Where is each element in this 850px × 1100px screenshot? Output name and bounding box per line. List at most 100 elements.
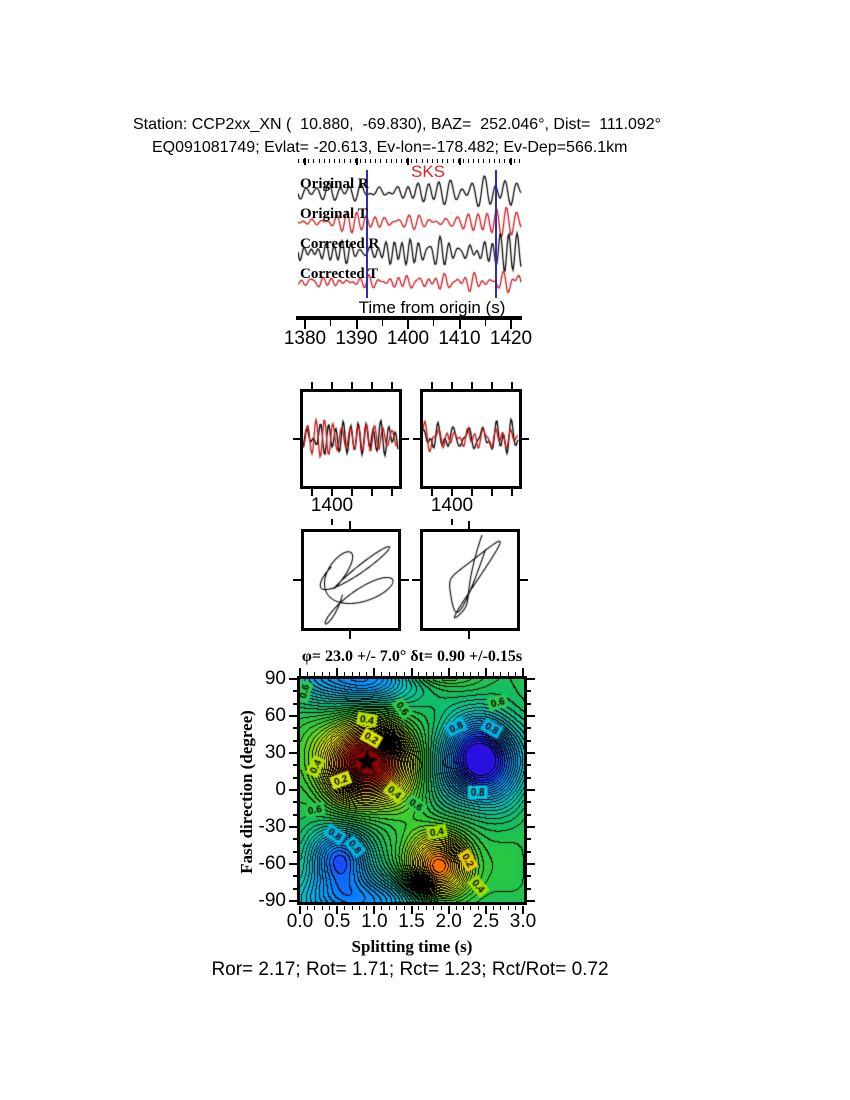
contour-y-tick <box>289 715 297 717</box>
particle-motion-canvas-original <box>304 532 398 628</box>
contour-x-tick <box>447 906 450 914</box>
waveform-top-minor-tick <box>406 159 408 163</box>
contour-x-tick-label: 1.0 <box>361 911 388 932</box>
waveform-top-minor-tick <box>395 159 397 163</box>
waveform-top-minor-tick <box>370 159 372 163</box>
time-axis-title: Time from origin (s) <box>358 298 506 317</box>
zoom-box-top-tick <box>491 382 493 389</box>
contour-x-tick <box>336 906 339 914</box>
waveform-top-major-tick <box>458 158 461 165</box>
zoom-box-bottom-tick <box>451 489 453 496</box>
time-axis-minor-tick <box>330 320 332 326</box>
waveform-top-major-tick <box>407 158 409 165</box>
zoom-box-left-tick <box>413 438 420 440</box>
contour-y-tick <box>293 727 297 730</box>
contour-x-top-tick <box>344 672 346 676</box>
contour-y-tick <box>293 850 297 853</box>
contour-x-top-tick <box>492 672 494 676</box>
contour-x-tick-label: 0.5 <box>323 911 351 932</box>
contour-x-tick <box>440 906 442 910</box>
waveform-top-minor-tick <box>308 159 310 163</box>
zoom-box-right-tick <box>522 438 529 440</box>
waveform-top-minor-tick <box>452 159 454 163</box>
contour-x-tick <box>492 906 494 910</box>
waveform-top-minor-tick <box>519 159 521 163</box>
waveform-top-minor-tick <box>318 159 320 163</box>
contour-x-top-tick <box>329 672 331 676</box>
x-axis-title: Splitting time (s) <box>351 937 473 956</box>
pm-box-right-tick <box>401 579 409 581</box>
waveform-top-minor-tick <box>380 159 382 163</box>
zoom-window-tick-label: 1400 <box>430 495 474 516</box>
waveform-top-minor-tick <box>339 159 341 163</box>
trace-label: Original R <box>300 176 369 192</box>
waveform-top-minor-tick <box>467 159 469 163</box>
waveform-top-minor-tick <box>437 159 439 163</box>
zoom-window-sub-tick <box>451 519 453 525</box>
time-axis-tick-label: 1390 <box>335 328 378 349</box>
contour-y-tick <box>293 887 297 890</box>
waveform-top-minor-tick <box>364 159 366 163</box>
contour-y-tick <box>289 900 297 902</box>
particle-motion-canvas-corrected <box>423 532 517 628</box>
waveform-top-minor-tick <box>401 159 402 163</box>
contour-x-top-tick <box>299 668 301 676</box>
header-event-line: EQ091081749; Evlat= -20.613, Ev-lon=-178… <box>152 139 628 156</box>
contour-x-top-tick <box>396 672 398 676</box>
contour-x-tick <box>381 906 383 910</box>
time-axis-major-tick <box>510 320 512 329</box>
contour-x-tick <box>388 906 390 910</box>
contour-x-tick-label: 1.5 <box>398 911 425 932</box>
waveform-top-minor-tick <box>488 159 490 163</box>
waveform-top-minor-tick <box>457 159 459 163</box>
time-axis-major-tick <box>355 320 358 329</box>
contour-x-tick <box>522 906 524 914</box>
time-axis-minor-tick <box>381 320 383 326</box>
contour-x-top-tick <box>484 668 487 676</box>
contour-x-top-tick <box>336 668 339 676</box>
pm-box-right-tick <box>520 579 528 581</box>
zoom-box-top-tick <box>471 382 473 389</box>
waveform-top-minor-tick <box>411 159 413 163</box>
contour-y-tick <box>293 776 297 779</box>
contour-y-tick <box>293 875 297 878</box>
contour-x-top-tick <box>463 672 465 676</box>
time-axis-tick-label: 1400 <box>386 328 430 349</box>
pick-line-end <box>494 170 497 298</box>
contour-y-right-tick <box>527 727 531 730</box>
contour-y-right-tick <box>527 813 531 816</box>
contour-x-top-tick <box>366 672 368 676</box>
contour-x-tick <box>425 906 427 910</box>
contour-y-tick-label: 30 <box>264 742 286 763</box>
waveform-top-minor-tick <box>303 159 305 163</box>
contour-y-tick-label: 0 <box>275 779 286 800</box>
contour-y-right-tick <box>527 776 531 779</box>
contour-x-top-tick <box>410 668 413 676</box>
contour-y-right-tick <box>527 801 531 804</box>
waveform-top-major-tick <box>510 158 512 165</box>
trace-label: Original T <box>300 206 368 222</box>
trace-label: Corrected R <box>300 236 380 252</box>
contour-x-top-tick <box>403 672 405 676</box>
contour-x-top-tick <box>306 672 308 676</box>
contour-y-right-tick <box>527 702 531 705</box>
contour-x-top-tick <box>455 672 457 676</box>
contour-y-right-tick <box>527 863 535 865</box>
waveform-top-minor-tick <box>313 159 315 163</box>
contour-x-tick <box>373 906 376 914</box>
contour-y-tick <box>293 739 297 742</box>
contour-y-right-tick <box>527 789 535 791</box>
waveform-top-minor-tick <box>344 159 346 163</box>
contour-y-tick-label: 60 <box>264 705 286 726</box>
error-surface-frame <box>297 676 527 905</box>
contour-y-tick <box>289 752 297 754</box>
contour-x-top-tick <box>500 672 502 676</box>
contour-y-right-tick <box>527 887 531 890</box>
zoom-window-sub-tick <box>331 519 333 525</box>
splitting-quality-stats: Ror= 2.17; Rot= 1.71; Rct= 1.23; Rct/Rot… <box>211 959 609 980</box>
contour-x-tick-label: 3.0 <box>509 911 537 932</box>
contour-y-tick <box>293 838 297 841</box>
error-surface-contour-canvas <box>300 679 524 902</box>
zoom-box-bottom-tick <box>511 489 513 496</box>
contour-y-right-tick <box>527 690 531 693</box>
